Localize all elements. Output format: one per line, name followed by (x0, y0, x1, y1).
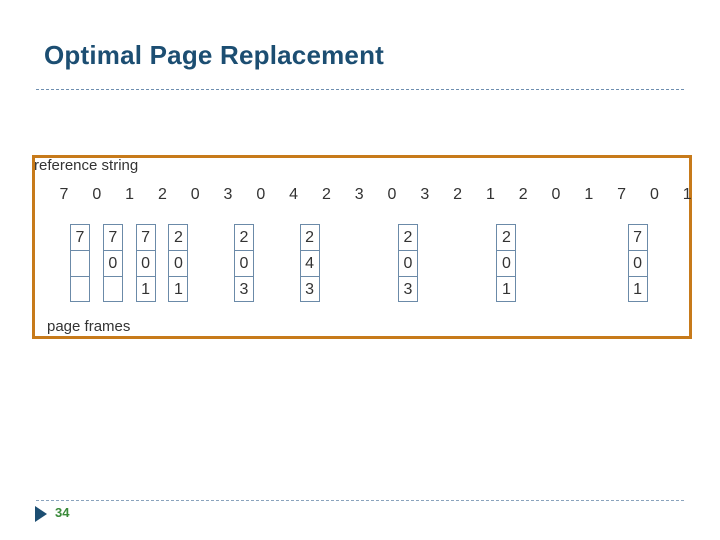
figure-border (32, 155, 692, 339)
frame-cell: 2 (497, 225, 516, 251)
frame-cell: 0 (136, 251, 155, 277)
reference-string-label: reference string (34, 157, 139, 174)
reference-value: 0 (92, 186, 102, 203)
reference-value: 1 (682, 186, 692, 203)
frame-cell: 7 (136, 225, 155, 251)
reference-value: 7 (617, 186, 627, 203)
slide-title: Optimal Page Replacement (44, 40, 385, 70)
frame-cell: 0 (497, 251, 516, 277)
frame-state-column: 7 (70, 224, 90, 302)
reference-value: 1 (485, 186, 495, 203)
frame-cell: 1 (141, 281, 151, 298)
frame-cell: 4 (300, 251, 319, 277)
reference-value: 2 (157, 186, 167, 203)
reference-value: 1 (125, 186, 135, 203)
reference-value: 1 (584, 186, 594, 203)
frame-cell: 0 (169, 251, 188, 277)
reference-value: 4 (289, 186, 299, 203)
frame-cell: 0 (235, 251, 253, 277)
frame-cell (71, 277, 89, 303)
frame-cell: 0 (103, 251, 122, 277)
page-frames-label: page frames (47, 318, 131, 335)
frame-cell: 7 (71, 225, 89, 251)
reference-value: 0 (190, 186, 200, 203)
frame-cell: 0 (399, 251, 417, 277)
footer-divider (36, 500, 684, 501)
reference-value: 3 (354, 186, 364, 203)
reference-value: 3 (223, 186, 233, 203)
title-divider (36, 89, 684, 90)
frame-cell: 3 (239, 281, 249, 298)
reference-value: 2 (453, 186, 463, 203)
frame-cell: 7 (103, 225, 122, 251)
reference-value: 0 (649, 186, 659, 203)
frame-cell: 1 (633, 281, 643, 298)
frame-cell: 2 (169, 225, 188, 251)
reference-value: 3 (420, 186, 430, 203)
reference-value: 2 (321, 186, 331, 203)
frame-cell (104, 277, 122, 303)
reference-value: 0 (256, 186, 266, 203)
frame-cell: 2 (235, 225, 253, 251)
frame-cell: 0 (628, 251, 647, 277)
frame-cell: 2 (300, 225, 319, 251)
frame-cell: 3 (403, 281, 413, 298)
page-number: 34 (55, 505, 70, 520)
slide-marker-icon (35, 506, 47, 522)
frame-cell: 7 (628, 225, 647, 251)
frame-cell: 3 (305, 281, 315, 298)
reference-value: 0 (387, 186, 397, 203)
frame-cell: 1 (173, 281, 183, 298)
frame-cell (71, 251, 89, 277)
reference-value: 2 (518, 186, 528, 203)
reference-value: 0 (551, 186, 561, 203)
frame-cell: 1 (501, 281, 511, 298)
reference-value: 7 (59, 186, 69, 203)
frame-cell: 2 (399, 225, 417, 251)
